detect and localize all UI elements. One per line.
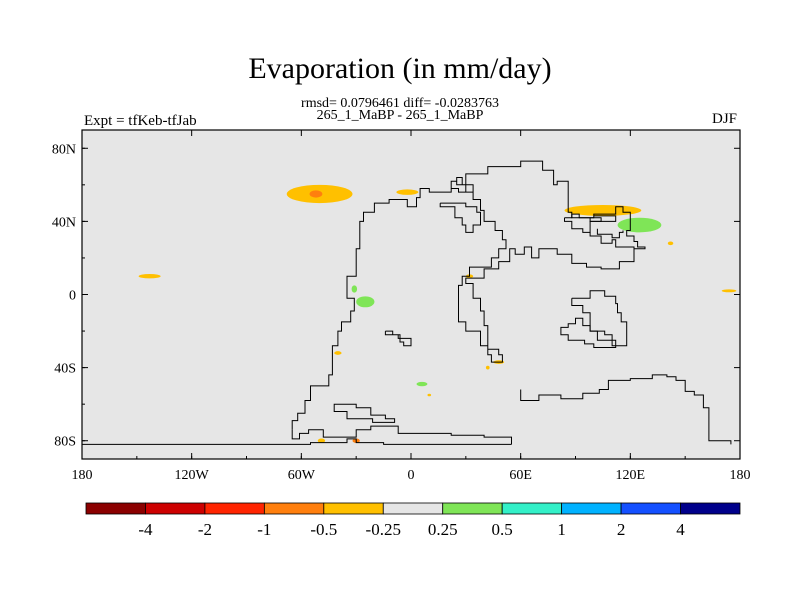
chart-subtitle: 265_1_MaBP - 265_1_MaBP xyxy=(316,108,484,123)
coastline xyxy=(589,232,635,262)
colorbar-swatch xyxy=(442,502,503,515)
colorbar-swatch xyxy=(85,502,146,515)
anomaly-patch xyxy=(317,438,326,443)
colorbar-swatch xyxy=(145,502,206,515)
colorbar-label: 0.5 xyxy=(492,520,513,539)
coastline xyxy=(589,215,617,222)
anomaly-layer xyxy=(138,184,737,443)
x-tick-label: 120E xyxy=(616,468,646,483)
anomaly-patch xyxy=(564,204,642,216)
x-tick-label: 180 xyxy=(730,468,751,483)
anomaly-patch xyxy=(351,285,358,293)
anomaly-patch xyxy=(485,365,490,370)
coastline xyxy=(560,317,617,348)
anomaly-patch xyxy=(667,241,674,246)
anomaly-patch xyxy=(138,274,161,279)
anomaly-patch xyxy=(396,189,419,195)
experiment-label: Expt = tfKeb-tfJab xyxy=(84,113,197,129)
anomaly-patch xyxy=(721,289,737,293)
anomaly-patch xyxy=(356,296,375,308)
x-axis: 180 120W 60W 0 60E 120E 180 xyxy=(72,130,751,483)
x-tick-label: 60W xyxy=(288,468,316,483)
colorbar-swatch xyxy=(561,502,622,515)
colorbar-label: -4 xyxy=(138,520,153,539)
anomaly-patch xyxy=(427,393,432,397)
coastline xyxy=(291,160,646,430)
colorbar-swatch xyxy=(263,502,325,515)
chart-title: Evaporation (in mm/day) xyxy=(248,52,552,85)
colorbar-label: -1 xyxy=(257,520,271,539)
season-label: DJF xyxy=(712,111,738,127)
stats-text: rmsd= 0.0796461 diff= -0.0283763 xyxy=(301,96,499,111)
colorbar-label: 0.25 xyxy=(428,520,458,539)
colorbar-label: -0.25 xyxy=(366,520,401,539)
colorbar-label: -0.5 xyxy=(310,520,337,539)
anomaly-patch xyxy=(309,190,323,198)
coastline xyxy=(571,290,628,347)
colorbar-label: -2 xyxy=(198,520,212,539)
y-tick-label: 40S xyxy=(54,362,76,377)
anomaly-patch xyxy=(416,381,428,387)
y-axis: 80N 40N 0 40S 80S xyxy=(52,142,740,450)
coastline xyxy=(384,330,412,347)
x-tick-label: 60E xyxy=(509,468,532,483)
colorbar-swatch xyxy=(620,502,681,515)
coastline xyxy=(520,374,732,445)
anomaly-patch xyxy=(617,217,662,233)
coastline xyxy=(333,403,396,423)
coastline xyxy=(596,228,624,239)
colorbar-label: 4 xyxy=(676,520,685,539)
x-tick-label: 0 xyxy=(408,468,415,483)
colorbar-swatch xyxy=(501,502,563,515)
colorbar-swatch xyxy=(382,502,444,515)
x-tick-label: 180 xyxy=(72,468,93,483)
colorbar-swatch xyxy=(323,502,384,515)
coastline xyxy=(82,438,512,445)
colorbar: -4 -2 -1 -0.5 -0.25 0.25 0.5 1 2 4 xyxy=(85,502,741,539)
plot-background xyxy=(82,130,740,459)
coastline-layer xyxy=(82,160,732,445)
colorbar-label: 1 xyxy=(557,520,566,539)
colorbar-swatch xyxy=(680,502,741,515)
anomaly-patch xyxy=(334,351,342,355)
y-tick-label: 80S xyxy=(54,435,76,450)
coastline xyxy=(456,177,463,185)
y-tick-label: 40N xyxy=(52,215,76,230)
plot-area xyxy=(82,130,740,459)
y-tick-label: 0 xyxy=(69,289,76,304)
coastline xyxy=(291,425,512,445)
x-tick-label: 120W xyxy=(175,468,210,483)
y-tick-label: 80N xyxy=(52,142,76,157)
colorbar-label: 2 xyxy=(617,520,626,539)
colorbar-swatch xyxy=(204,502,265,515)
coastline xyxy=(439,202,481,233)
